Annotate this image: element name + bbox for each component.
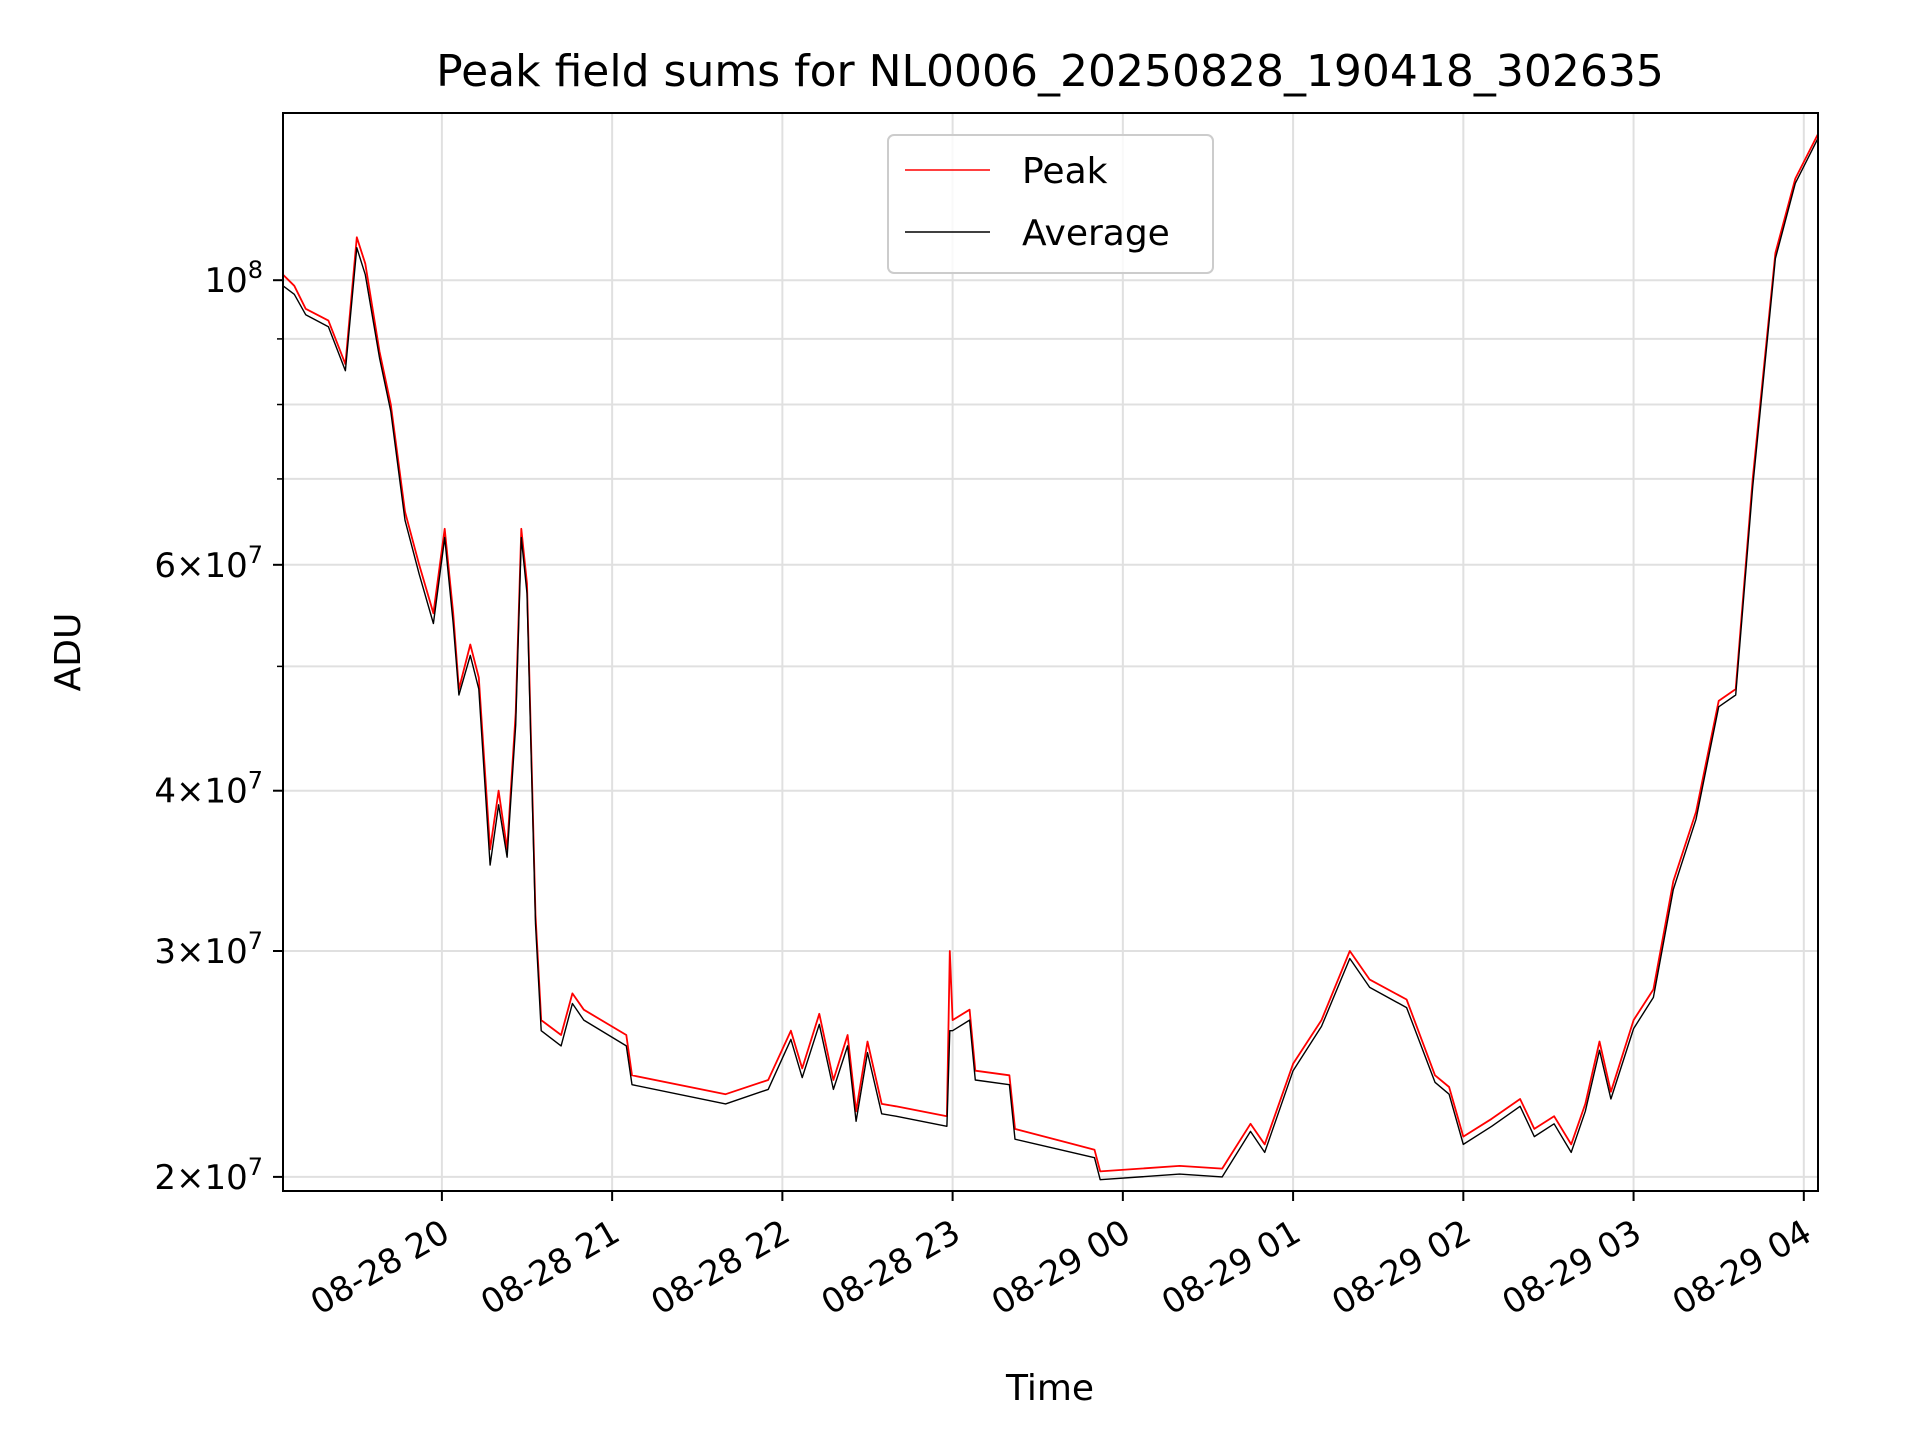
y-tick-label: 108 xyxy=(204,256,263,301)
x-tick-label: 08-29 02 xyxy=(1325,1212,1477,1323)
y-tick-exponent: 7 xyxy=(248,767,263,795)
y-tick-exponent: 7 xyxy=(248,541,263,569)
x-tick-label: 08-28 21 xyxy=(474,1212,626,1323)
y-tick-base: 10 xyxy=(204,932,247,972)
y-tick-mantissa: 4 xyxy=(154,772,176,812)
x-axis-label: Time xyxy=(1005,1368,1094,1409)
x-tick-label: 08-28 22 xyxy=(644,1212,796,1323)
legend-label-peak: Peak xyxy=(1022,151,1108,192)
y-tick-base: 10 xyxy=(204,261,247,301)
y-tick-mantissa: 6 xyxy=(154,546,176,586)
x-tick-label: 08-29 00 xyxy=(985,1212,1137,1323)
y-tick-times: × xyxy=(176,772,205,812)
x-axis: 08-28 20 08-28 21 08-28 22 08-28 23 08-29 00… xyxy=(304,1191,1818,1323)
y-tick-times: × xyxy=(176,1158,205,1198)
x-tick-label: 08-28 20 xyxy=(304,1212,456,1323)
y-tick-base: 10 xyxy=(204,546,247,586)
y-tick-mantissa: 2 xyxy=(154,1158,176,1198)
series-line-peak xyxy=(282,133,1819,1173)
y-tick-exponent: 7 xyxy=(248,927,263,955)
legend: Peak Average xyxy=(887,134,1214,274)
y-tick-base: 10 xyxy=(204,772,247,812)
series-layer xyxy=(282,133,1819,1181)
y-tick-times: × xyxy=(176,546,205,586)
y-tick-label: 4×107 xyxy=(154,767,263,812)
y-tick-label: 3×107 xyxy=(154,927,263,972)
y-axis-label: ADU xyxy=(48,613,89,692)
grid-lines xyxy=(283,113,1818,1191)
x-tick-label: 08-29 01 xyxy=(1155,1212,1307,1323)
y-tick-base: 10 xyxy=(204,1158,247,1198)
y-tick-times: × xyxy=(176,932,205,972)
legend-label-average: Average xyxy=(1022,213,1170,254)
y-tick-mantissa: 3 xyxy=(154,932,176,972)
x-tick-label: 08-29 03 xyxy=(1496,1212,1648,1323)
x-tick-label: 08-29 04 xyxy=(1666,1212,1818,1323)
plot-frame xyxy=(282,112,1819,1192)
x-tick-label: 08-28 23 xyxy=(815,1212,967,1323)
y-tick-label: 2×107 xyxy=(154,1153,263,1198)
y-tick-exponent: 7 xyxy=(248,1153,263,1181)
series-line-average xyxy=(282,137,1819,1181)
chart-title: Peak field sums for NL0006_20250828_1904… xyxy=(436,46,1664,97)
y-tick-exponent: 8 xyxy=(248,256,263,284)
y-tick-label: 6×107 xyxy=(154,541,263,586)
